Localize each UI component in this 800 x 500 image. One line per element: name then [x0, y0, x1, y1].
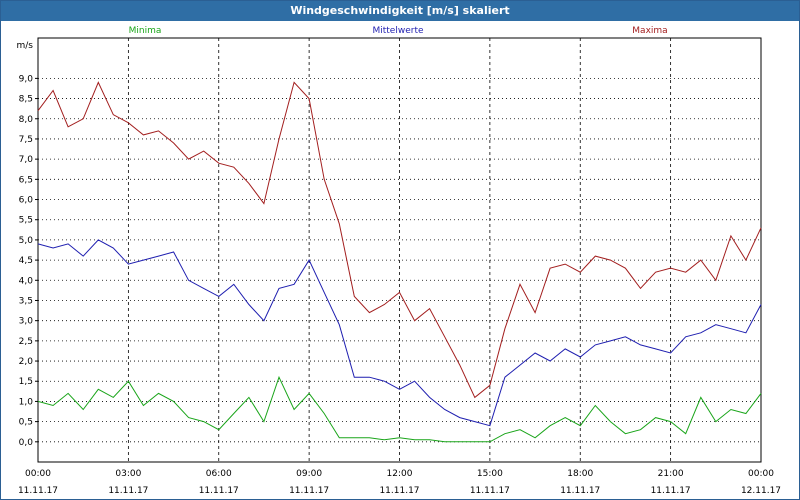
y-tick-label: 0,0 — [19, 438, 34, 448]
y-tick-label: 7,0 — [19, 155, 34, 165]
x-tick-time: 15:00 — [477, 469, 503, 479]
x-tick-date: 12.11.17 — [741, 486, 781, 496]
y-tick-label: 7,5 — [19, 135, 33, 145]
y-tick-label: 6,0 — [19, 196, 34, 206]
y-tick-label: 1,5 — [19, 377, 33, 387]
x-tick-time: 00:00 — [25, 469, 51, 479]
x-tick-date: 11.11.17 — [651, 486, 691, 496]
x-tick-date: 11.11.17 — [560, 486, 600, 496]
series-line-maxima — [37, 81, 762, 399]
x-tick-time: 00:00 — [748, 469, 774, 479]
y-tick-label: 8,0 — [19, 115, 34, 125]
x-tick-time: 09:00 — [296, 469, 322, 479]
y-tick-label: 8,5 — [19, 95, 33, 105]
y-tick-label: 3,0 — [19, 317, 34, 327]
x-tick-date: 11.11.17 — [199, 486, 239, 496]
y-tick-label: 1,0 — [19, 397, 34, 407]
y-tick-label: 4,0 — [19, 276, 34, 286]
x-tick-date: 11.11.17 — [379, 486, 419, 496]
y-tick-label: 2,0 — [19, 357, 34, 367]
y-tick-label: 5,5 — [19, 216, 33, 226]
y-axis-unit: m/s — [17, 41, 34, 51]
y-tick-label: 0,5 — [19, 418, 33, 428]
x-tick-time: 06:00 — [206, 469, 232, 479]
legend-maxima: Maxima — [632, 26, 667, 36]
y-tick-label: 2,5 — [19, 337, 33, 347]
x-tick-date: 11.11.17 — [108, 486, 148, 496]
y-tick-label: 4,5 — [19, 256, 33, 266]
x-tick-time: 18:00 — [567, 469, 593, 479]
y-tick-label: 6,5 — [19, 175, 33, 185]
x-tick-date: 11.11.17 — [18, 486, 58, 496]
x-tick-time: 03:00 — [115, 469, 141, 479]
series-line-mittelwerte — [37, 239, 762, 427]
y-tick-label: 3,5 — [19, 296, 33, 306]
window-title: Windgeschwindigkeit [m/s] skaliert — [1, 1, 799, 21]
series-line-minima — [37, 375, 762, 443]
x-tick-date: 11.11.17 — [289, 486, 329, 496]
x-tick-time: 21:00 — [658, 469, 684, 479]
y-tick-label: 9,0 — [19, 74, 34, 84]
x-tick-date: 11.11.17 — [470, 486, 510, 496]
x-tick-time: 12:00 — [387, 469, 413, 479]
legend-mittelwerte: Mittelwerte — [372, 26, 423, 36]
legend-minima: Minima — [129, 26, 162, 36]
y-tick-label: 5,0 — [19, 236, 34, 246]
